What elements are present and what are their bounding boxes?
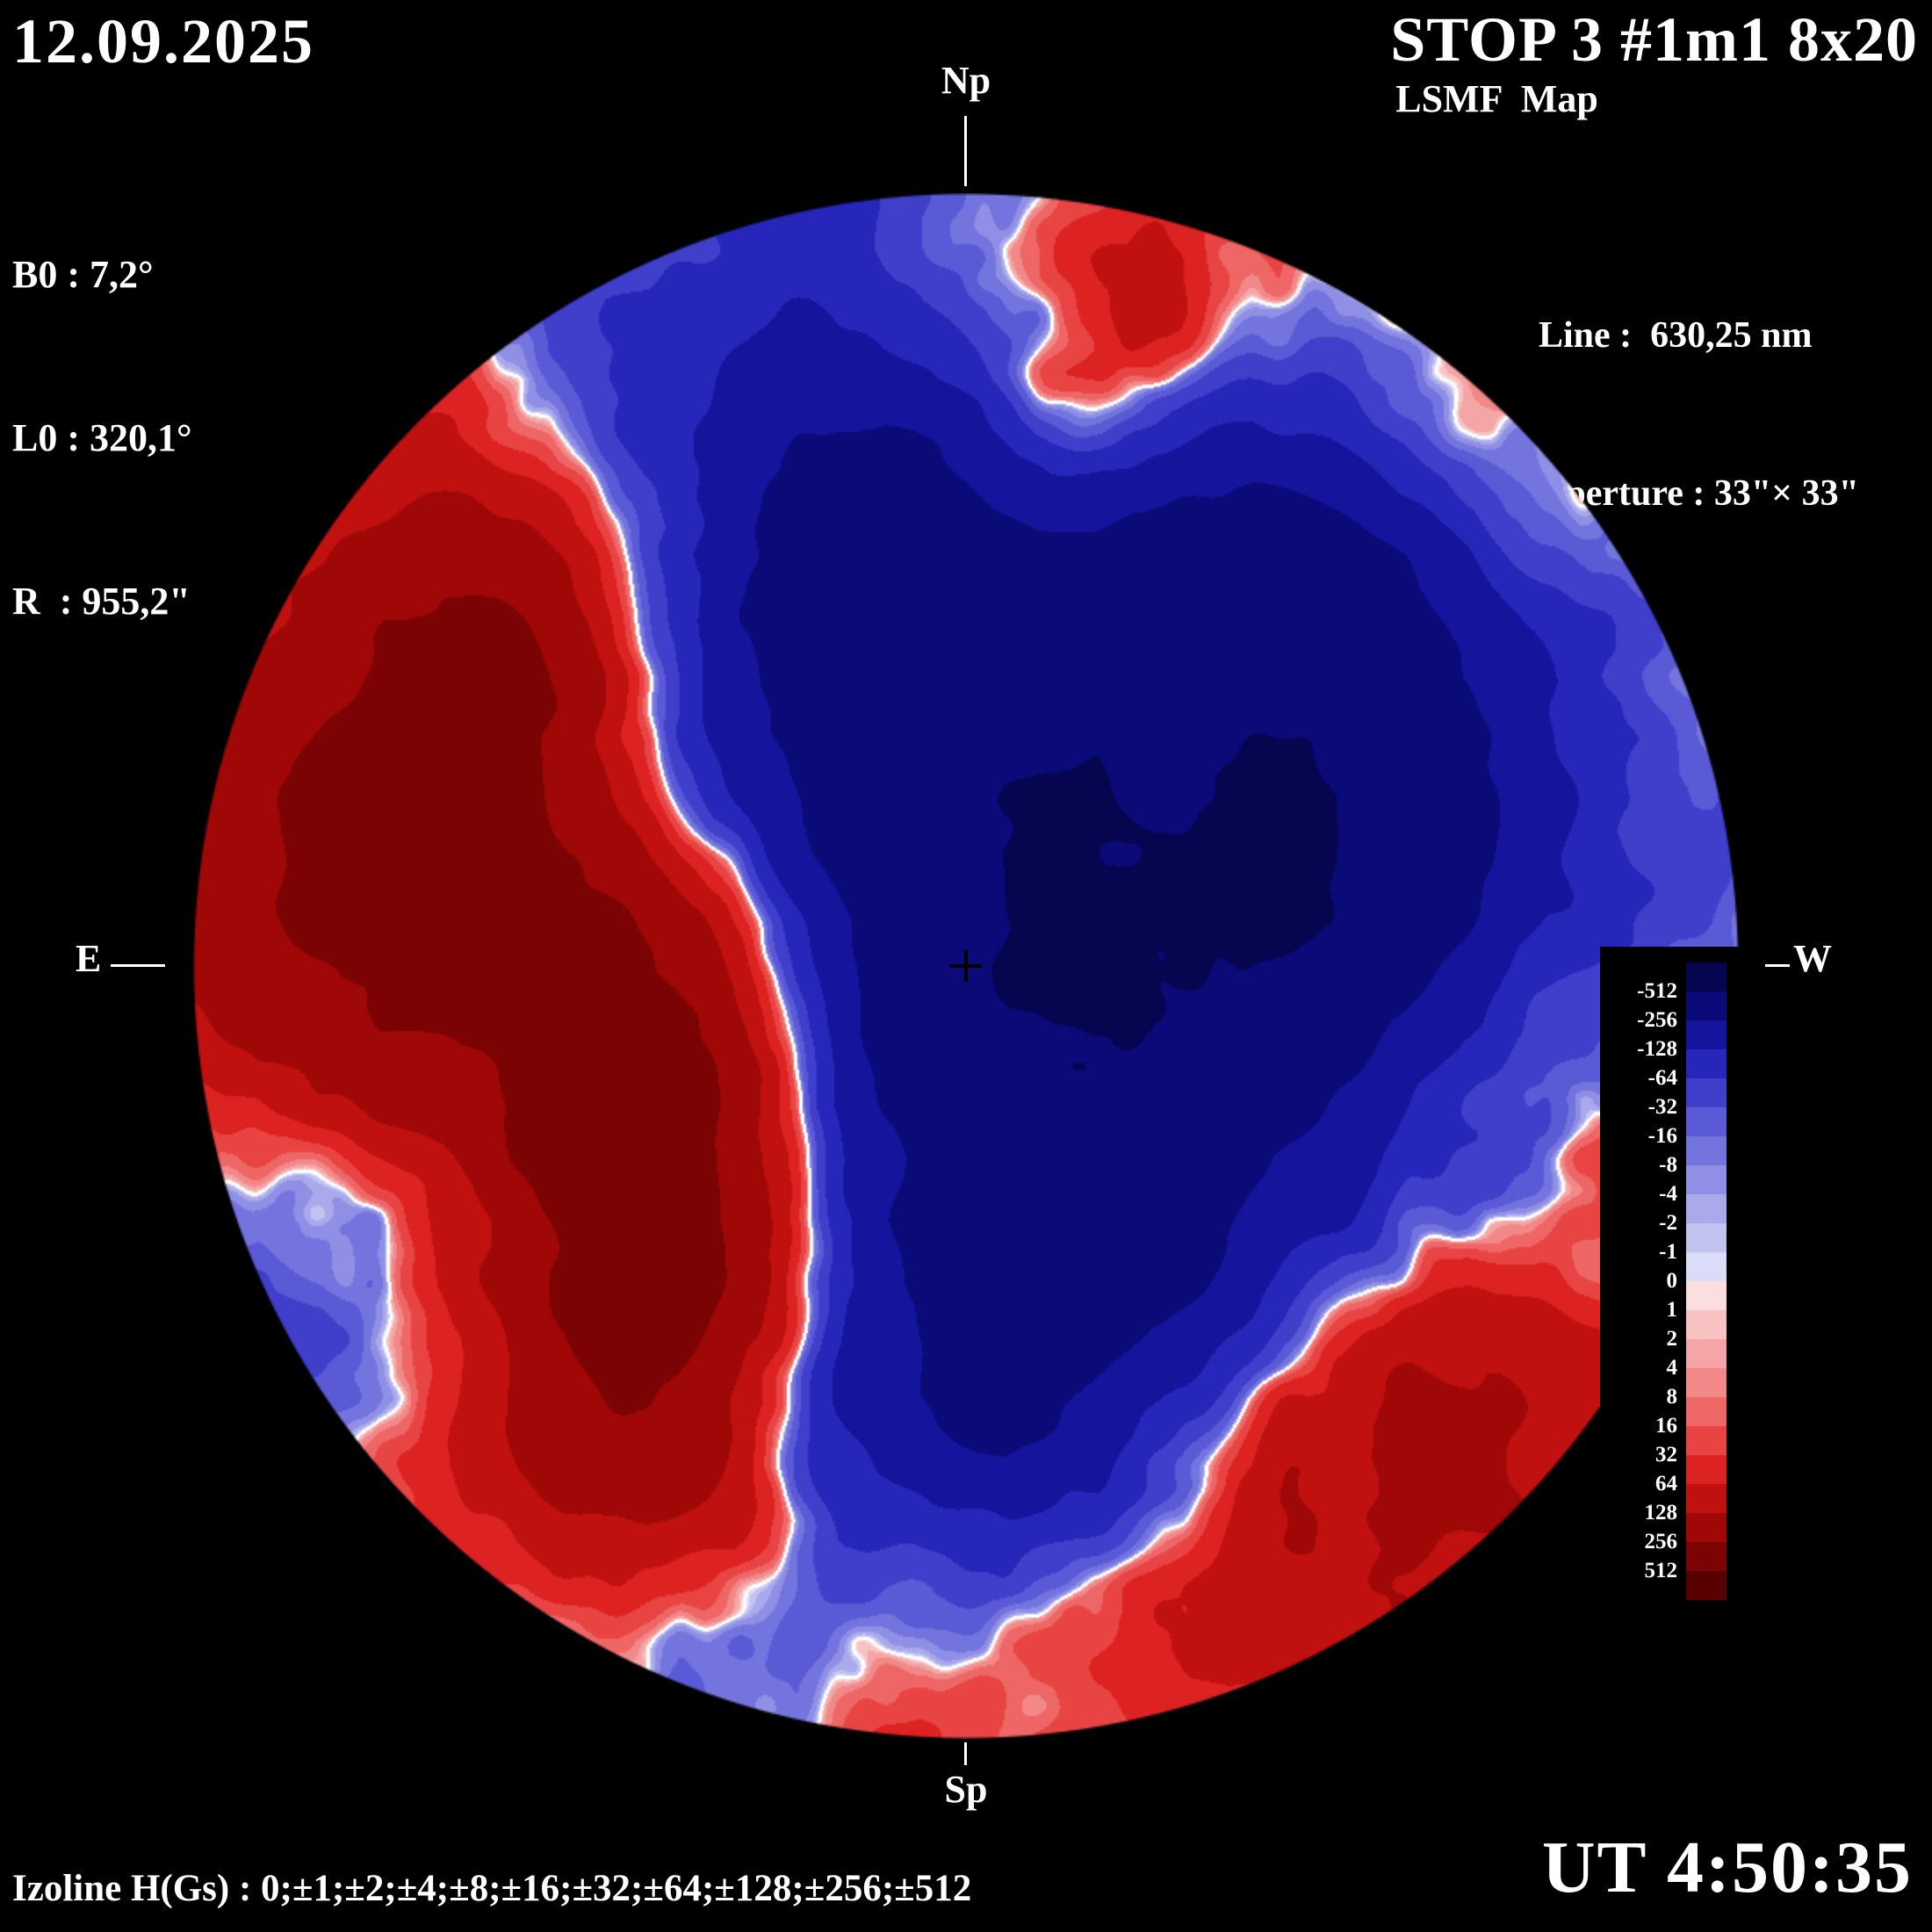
- colorbar-tick-label: 64: [1655, 1472, 1677, 1496]
- colorbar-tick-label: -512: [1637, 979, 1677, 1003]
- observation-date: 12.09.2025: [12, 6, 314, 76]
- instrument-title: STOP 3 #1m1 8x20: [1390, 4, 1918, 75]
- west-tick: [1746, 964, 1790, 967]
- colorbar-segment: [1686, 962, 1727, 991]
- colorbar-tick-label: 32: [1655, 1443, 1677, 1467]
- colorbar-segment: [1686, 1397, 1727, 1426]
- colorbar-segment: [1686, 1571, 1727, 1600]
- colorbar-labels: -512 -256 -128 -64 -32 -16 -8 -4 -2 -1 0 1 2 4 8 16 32 64…: [1600, 962, 1677, 1600]
- colorbar-segment: [1686, 1020, 1727, 1049]
- title-block: STOP 3 #1m1 8x20 LSMF Map: [1390, 4, 1918, 121]
- colorbar-segment: [1686, 1078, 1727, 1107]
- colorbar-segment: [1686, 1426, 1727, 1455]
- colorbar-segment: [1686, 1542, 1727, 1571]
- colorbar-segment: [1686, 1281, 1727, 1310]
- colorbar-tick-label: 128: [1644, 1501, 1678, 1525]
- colorbar-tick-label: 256: [1644, 1530, 1678, 1554]
- param-radius: R : 955,2": [12, 580, 191, 623]
- colorbar-tick-label: 1: [1666, 1298, 1678, 1322]
- map-type-subtitle: LSMF Map: [1395, 77, 1598, 120]
- colorbar-tick-label: -4: [1659, 1182, 1677, 1206]
- north-tick: [964, 116, 967, 186]
- colorbar-segments: [1686, 962, 1727, 1600]
- colorbar-tick-label: 8: [1666, 1385, 1678, 1409]
- ephemeris-block: B0 : 7,2° L0 : 320,1° R : 955,2": [12, 139, 192, 738]
- colorbar-tick-label: -64: [1647, 1066, 1677, 1090]
- colorbar-tick-label: -8: [1659, 1153, 1677, 1177]
- colorbar-tick-label: -1: [1659, 1240, 1677, 1264]
- colorbar-segment: [1686, 1484, 1727, 1513]
- colorbar-tick-label: -32: [1647, 1095, 1677, 1119]
- colorbar-segment: [1686, 1368, 1727, 1397]
- compass-west-label: W: [1793, 937, 1832, 980]
- colorbar-segment: [1686, 1165, 1727, 1194]
- colorbar-segment: [1686, 1310, 1727, 1339]
- ut-time-label: UT 4:50:35: [1541, 1827, 1913, 1908]
- colorbar-segment: [1686, 1252, 1727, 1281]
- colorbar-segment: [1686, 1136, 1727, 1165]
- izoline-levels-label: Izoline H(Gs) : 0;±1;±2;±4;±8;±16;±32;±6…: [12, 1868, 972, 1909]
- colorbar-segment: [1686, 1455, 1727, 1484]
- colorbar-segment: [1686, 1223, 1727, 1252]
- colorbar-tick-label: 16: [1655, 1414, 1677, 1438]
- colorbar-segment: [1686, 1107, 1727, 1136]
- colorbar-segment: [1686, 1339, 1727, 1368]
- colorbar-segment: [1686, 1049, 1727, 1078]
- east-tick: [111, 964, 165, 967]
- param-b0: B0 : 7,2°: [12, 253, 154, 296]
- colorbar-segment: [1686, 1194, 1727, 1223]
- colorbar-segment: [1686, 1513, 1727, 1542]
- colorbar-tick-label: -128: [1637, 1037, 1677, 1061]
- compass-east-label: E: [76, 937, 102, 980]
- colorbar-tick-label: 512: [1644, 1559, 1678, 1582]
- colorbar-tick-label: 2: [1666, 1327, 1678, 1351]
- cross-vertical-bar: [964, 950, 968, 982]
- colorbar-tick-label: -16: [1647, 1124, 1677, 1148]
- colorbar-tick-label: 4: [1666, 1356, 1678, 1380]
- colorbar-tick-label: 0: [1666, 1269, 1678, 1293]
- compass-south-label: Sp: [944, 1768, 988, 1811]
- colorbar: -512 -256 -128 -64 -32 -16 -8 -4 -2 -1 0 1 2 4 8 16 32 64…: [1600, 947, 1765, 1618]
- colorbar-tick-label: -2: [1659, 1211, 1677, 1235]
- colorbar-segment: [1686, 991, 1727, 1020]
- colorbar-tick-label: -256: [1637, 1008, 1677, 1032]
- param-l0: L0 : 320,1°: [12, 416, 192, 459]
- compass-north-label: Np: [941, 59, 991, 102]
- south-tick: [964, 1742, 967, 1765]
